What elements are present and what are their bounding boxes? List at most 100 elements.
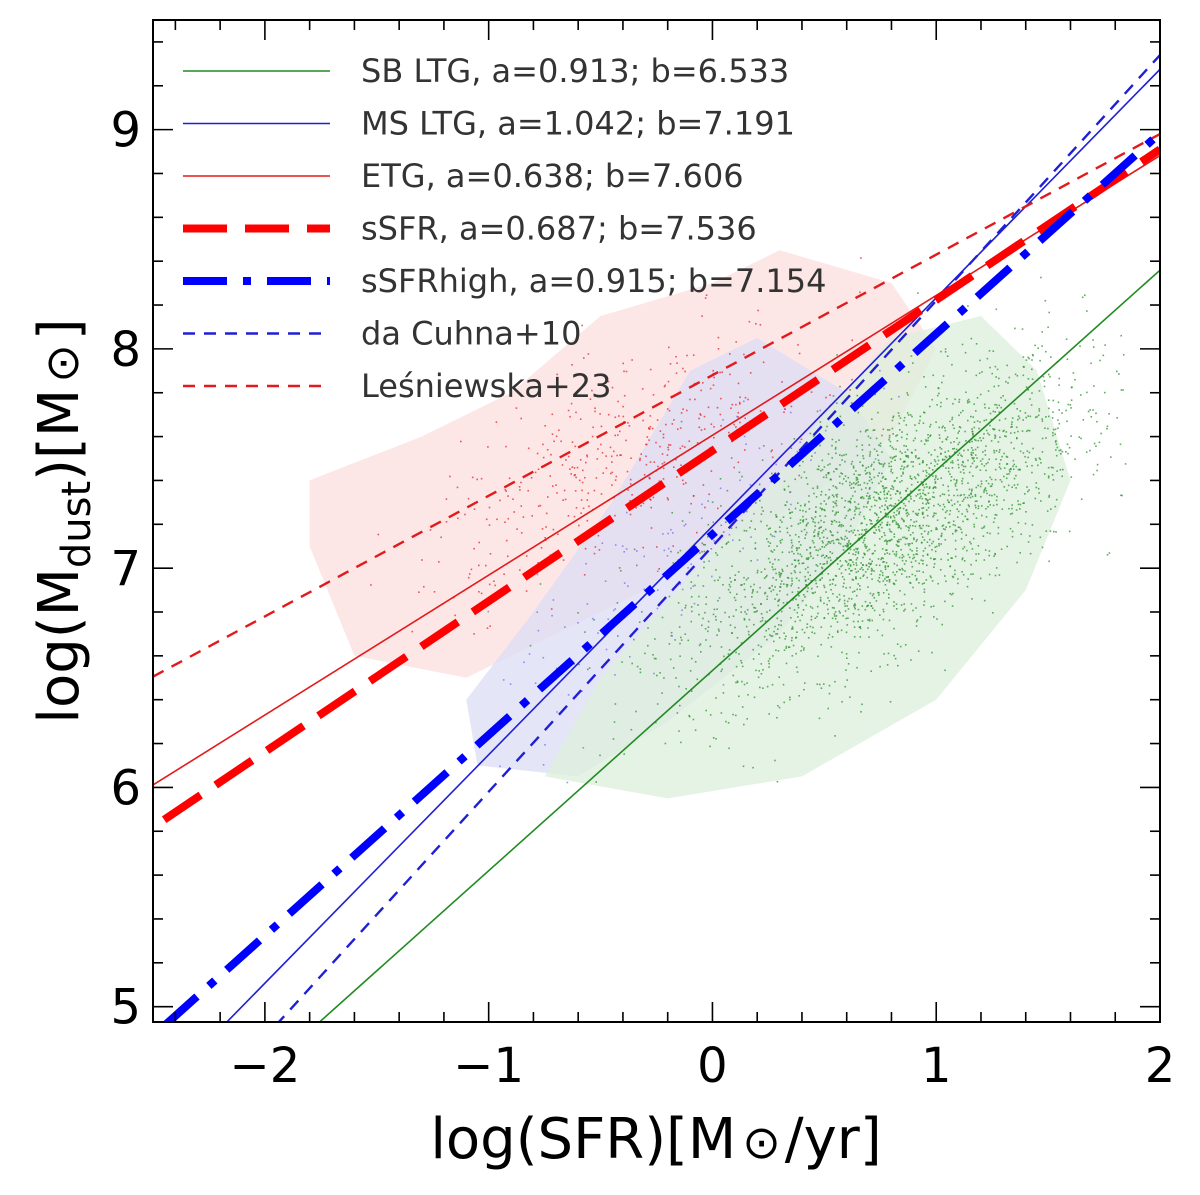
data-point xyxy=(759,410,762,412)
data-point xyxy=(883,653,885,655)
data-point xyxy=(976,500,978,502)
data-point xyxy=(884,584,887,586)
data-point xyxy=(819,596,822,599)
data-point xyxy=(933,496,936,499)
data-point xyxy=(804,575,806,578)
data-point xyxy=(760,663,763,665)
data-point xyxy=(1119,443,1122,446)
data-point xyxy=(687,567,689,569)
data-point xyxy=(628,425,631,427)
data-point xyxy=(825,476,828,479)
data-point xyxy=(778,636,781,639)
data-point xyxy=(1025,511,1027,513)
data-point xyxy=(635,507,637,509)
data-point xyxy=(877,454,879,456)
data-point xyxy=(868,488,871,490)
data-point xyxy=(906,448,909,451)
data-point xyxy=(507,555,509,558)
data-point xyxy=(796,547,799,550)
data-point xyxy=(823,584,825,587)
data-point xyxy=(940,534,943,537)
data-point xyxy=(808,500,810,503)
data-point xyxy=(903,536,906,539)
data-point xyxy=(751,603,754,606)
data-point xyxy=(868,618,871,621)
data-point xyxy=(781,538,783,541)
data-point xyxy=(945,467,947,469)
data-point xyxy=(1061,475,1063,478)
data-point xyxy=(882,475,885,478)
data-point xyxy=(959,426,962,429)
data-point xyxy=(739,396,741,399)
data-point xyxy=(941,381,943,384)
data-point xyxy=(936,528,938,530)
data-point xyxy=(732,539,734,541)
data-point xyxy=(818,465,820,468)
data-point xyxy=(657,465,659,468)
data-point xyxy=(678,626,681,628)
data-point xyxy=(886,602,888,605)
data-point xyxy=(948,521,951,524)
data-point xyxy=(729,577,731,579)
y-tick-label: 9 xyxy=(110,103,141,159)
data-point xyxy=(570,402,573,405)
data-point xyxy=(1017,415,1020,417)
data-point xyxy=(915,553,917,555)
data-point xyxy=(852,465,855,468)
data-point xyxy=(1102,354,1105,357)
data-point xyxy=(829,583,831,586)
data-point xyxy=(723,655,725,658)
data-point xyxy=(879,665,881,668)
data-point xyxy=(845,514,848,517)
data-point xyxy=(919,492,921,495)
data-point xyxy=(891,485,893,487)
data-point xyxy=(1038,408,1041,410)
data-point xyxy=(855,470,857,472)
data-point xyxy=(898,512,900,514)
data-point xyxy=(676,362,678,364)
data-point xyxy=(562,499,564,501)
data-point xyxy=(594,546,597,548)
data-point xyxy=(744,449,746,451)
data-point xyxy=(870,465,872,467)
data-point xyxy=(844,499,847,502)
data-point xyxy=(808,508,811,510)
data-point xyxy=(941,525,944,527)
data-point xyxy=(883,493,886,496)
data-point xyxy=(879,506,881,509)
data-point xyxy=(985,469,987,472)
data-point xyxy=(812,487,814,490)
data-point xyxy=(619,430,621,433)
data-point xyxy=(658,568,660,570)
data-point xyxy=(955,479,958,481)
data-point xyxy=(1031,464,1033,467)
data-point xyxy=(927,439,929,442)
data-point xyxy=(888,436,891,439)
data-point xyxy=(751,596,753,598)
data-point xyxy=(914,512,917,515)
data-point xyxy=(993,385,995,388)
data-point xyxy=(954,569,956,572)
data-point xyxy=(936,455,939,458)
data-point xyxy=(738,539,741,541)
x-axis-label: log(SFR)[M ⊙/yr] xyxy=(430,1107,881,1172)
data-point xyxy=(879,614,881,616)
data-point xyxy=(797,604,799,606)
data-point xyxy=(1046,510,1049,512)
data-point xyxy=(722,584,724,586)
data-point xyxy=(816,554,819,556)
data-point xyxy=(790,584,792,587)
data-point xyxy=(976,446,979,449)
data-point xyxy=(868,548,871,551)
data-point xyxy=(1027,378,1030,380)
data-point xyxy=(882,428,885,431)
data-point xyxy=(774,568,777,571)
data-point xyxy=(766,611,768,613)
data-point xyxy=(611,484,613,486)
data-point xyxy=(1054,428,1057,431)
data-point xyxy=(639,459,641,462)
data-point xyxy=(964,496,967,499)
data-point xyxy=(808,495,810,497)
data-point xyxy=(703,428,706,430)
data-point xyxy=(912,557,914,560)
